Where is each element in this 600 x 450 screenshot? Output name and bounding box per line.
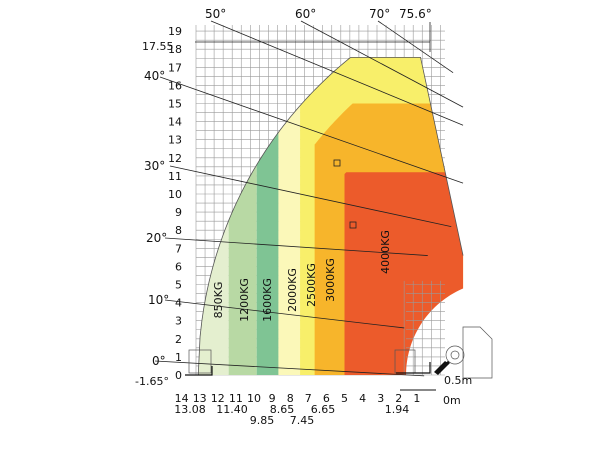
inner-hole bbox=[406, 280, 501, 385]
marker-square bbox=[349, 221, 357, 229]
y-tick-label: 8 bbox=[175, 224, 182, 237]
x-secondary-label: 6.65 bbox=[311, 403, 336, 416]
zone-label-2000KG: 2000KG bbox=[286, 268, 299, 312]
y-tick-label: 9 bbox=[175, 206, 182, 219]
x-tick-label: 13 bbox=[193, 392, 207, 405]
zone-label-1600KG: 1600KG bbox=[261, 278, 274, 322]
labels: 19181716151413121110987654321017.55-1.65… bbox=[135, 7, 472, 427]
y-tick-label: 19 bbox=[168, 25, 182, 38]
fork-outline bbox=[188, 349, 212, 374]
boom-angle-ray-7 bbox=[377, 20, 454, 74]
x-secondary-label: 8.65 bbox=[270, 403, 295, 416]
angle-label-40: 40° bbox=[144, 69, 165, 83]
angle-label-10: 10° bbox=[148, 293, 169, 307]
marker-square bbox=[333, 159, 341, 167]
boom-angle-ray-5 bbox=[210, 20, 464, 126]
x-tick-label: 9 bbox=[269, 392, 276, 405]
zone-label-2500KG: 2500KG bbox=[305, 263, 318, 307]
zone-label-850KG: 850KG bbox=[212, 282, 225, 319]
x-secondary-label: 13.08 bbox=[174, 403, 206, 416]
y-tick-label: 1 bbox=[175, 351, 182, 364]
x-secondary-label: 9.85 bbox=[250, 414, 275, 427]
boom-arm bbox=[436, 360, 450, 374]
zone-label-1200KG: 1200KG bbox=[238, 278, 251, 322]
y-tick-label: 6 bbox=[175, 260, 182, 273]
machine-outline bbox=[185, 326, 493, 391]
y-tick-label: 7 bbox=[175, 242, 182, 255]
origin-marker-right bbox=[396, 362, 431, 374]
y-tick-label: 18 bbox=[168, 43, 182, 56]
x-tick-label: 2 bbox=[395, 392, 402, 405]
x-tick-label: 10 bbox=[247, 392, 261, 405]
zone-label-3000KG: 3000KG bbox=[324, 258, 337, 302]
boom-angle-ray-2 bbox=[164, 237, 428, 256]
x-offset-label: 0.5m bbox=[444, 374, 472, 387]
load-zones bbox=[197, 56, 501, 385]
x-tick-label: 8 bbox=[287, 392, 294, 405]
x-tick-label: 1 bbox=[413, 392, 420, 405]
y-tick-label: 17 bbox=[168, 61, 182, 74]
x-tick-label: 4 bbox=[359, 392, 366, 405]
boom-angle-ray-1 bbox=[164, 299, 405, 329]
x-tick-label: 7 bbox=[305, 392, 312, 405]
y-extra-label-17-55: 17.55 bbox=[142, 40, 174, 53]
boom-angle-ray-3 bbox=[169, 165, 452, 227]
boom-angle-ray-0 bbox=[154, 360, 425, 377]
x-secondary-label: 7.45 bbox=[290, 414, 315, 427]
angle-label-0: 0° bbox=[152, 354, 166, 368]
x-secondary-label: 1.94 bbox=[385, 403, 410, 416]
x-tick-label: 6 bbox=[323, 392, 330, 405]
boom-angle-ray-4 bbox=[159, 76, 464, 184]
angle-label-50: 50° bbox=[205, 7, 226, 21]
outer-envelope bbox=[197, 56, 464, 376]
angle-label-75.6: 75.6° bbox=[399, 7, 432, 21]
y-tick-label: 5 bbox=[175, 279, 182, 292]
max-height-marker bbox=[195, 41, 431, 52]
y-tick-label: 13 bbox=[168, 134, 182, 147]
y-tick-label: 12 bbox=[168, 152, 182, 165]
angle-label-20: 20° bbox=[146, 231, 167, 245]
angle-label-30: 30° bbox=[144, 159, 165, 173]
zone-label-4000KG: 4000KG bbox=[379, 230, 392, 274]
zone-2000KG-fill bbox=[278, 57, 301, 375]
x-tick-label: 11 bbox=[229, 392, 243, 405]
y-tick-label: 16 bbox=[168, 79, 182, 92]
y-tick-label: 4 bbox=[175, 297, 182, 310]
y-tick-label: 15 bbox=[168, 98, 182, 111]
origin-marker-left bbox=[185, 366, 213, 376]
boom-angle-ray-6 bbox=[300, 20, 464, 108]
zone-850KG-fill bbox=[198, 57, 229, 375]
x-tick-label: 12 bbox=[211, 392, 225, 405]
angle-label-60: 60° bbox=[295, 7, 316, 21]
x-secondary-label: 11.40 bbox=[216, 403, 248, 416]
x-tick-label: 5 bbox=[341, 392, 348, 405]
y-tick-label: 3 bbox=[175, 315, 182, 328]
machine-body bbox=[462, 326, 493, 379]
x-tick-label: 14 bbox=[175, 392, 189, 405]
y-tick-label: 11 bbox=[168, 170, 182, 183]
boom-angle-rays bbox=[154, 20, 464, 377]
y-tick-label: 0 bbox=[175, 369, 182, 382]
angle-label-70: 70° bbox=[369, 7, 390, 21]
y-tick-label: 14 bbox=[168, 116, 182, 129]
wheel-inner bbox=[450, 350, 460, 360]
y-extra-label-angle: -1.65° bbox=[135, 375, 169, 388]
x-tick-label: 3 bbox=[377, 392, 384, 405]
wheel-outer bbox=[445, 345, 465, 365]
y-tick-label: 2 bbox=[175, 333, 182, 346]
y-tick-label: 10 bbox=[168, 188, 182, 201]
x-zero-label: 0m bbox=[443, 394, 461, 407]
